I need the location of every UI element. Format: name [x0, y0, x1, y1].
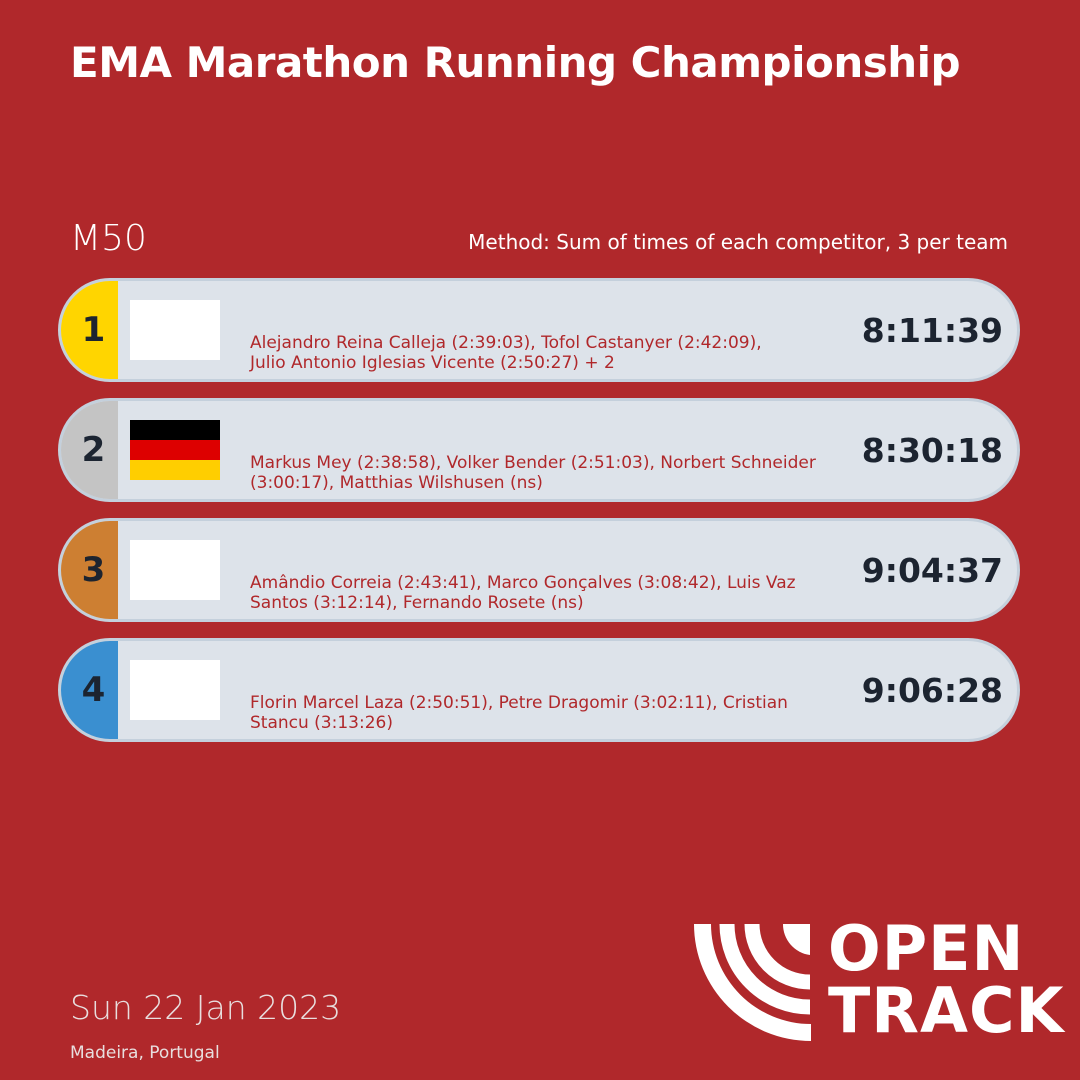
logo-line1: OPEN — [828, 912, 1025, 985]
event-date: Sun 22 Jan 2023 — [70, 988, 342, 1027]
team-time: 8:11:39 — [861, 311, 1003, 350]
result-row: 1 Alejandro Reina Calleja (2:39:03), Tof… — [58, 278, 1020, 382]
opentrack-logo-icon — [694, 924, 811, 1041]
result-row: 2 Markus Mey (2:38:58), Volker Bender (2… — [58, 398, 1020, 502]
team-time: 9:06:28 — [861, 671, 1003, 710]
germany-flag-icon — [130, 420, 220, 480]
result-row: 3 Amândio Correia (2:43:41), Marco Gonça… — [58, 518, 1020, 622]
team-members: Florin Marcel Laza (2:50:51), Petre Drag… — [250, 693, 870, 733]
page-title: EMA Marathon Running Championship — [70, 38, 961, 87]
team-members: Markus Mey (2:38:58), Volker Bender (2:5… — [250, 453, 870, 493]
category-label: M50 — [70, 218, 147, 259]
rank-badge: 2 — [61, 401, 118, 499]
team-members-line: Markus Mey (2:38:58), Volker Bender (2:5… — [250, 453, 816, 473]
flag-placeholder-icon — [130, 300, 220, 360]
rank-badge: 3 — [61, 521, 118, 619]
team-members-line: Alejandro Reina Calleja (2:39:03), Tofol… — [250, 333, 762, 353]
flag-placeholder-icon — [130, 540, 220, 600]
team-members-line: Santos (3:12:14), Fernando Rosete (ns) — [250, 593, 584, 613]
team-time: 8:30:18 — [861, 431, 1003, 470]
logo-line2: TRACK — [828, 974, 1065, 1047]
team-members: Amândio Correia (2:43:41), Marco Gonçalv… — [250, 573, 870, 613]
team-members-line: Amândio Correia (2:43:41), Marco Gonçalv… — [250, 573, 796, 593]
result-row: 4 Florin Marcel Laza (2:50:51), Petre Dr… — [58, 638, 1020, 742]
team-members-line: (3:00:17), Matthias Wilshusen (ns) — [250, 473, 543, 493]
team-members-line: Florin Marcel Laza (2:50:51), Petre Drag… — [250, 693, 788, 713]
method-text: Method: Sum of times of each competitor,… — [468, 230, 1008, 254]
event-location: Madeira, Portugal — [70, 1043, 220, 1063]
rank-badge: 4 — [61, 641, 118, 739]
opentrack-logo-text: OPEN TRACK — [828, 918, 1065, 1042]
team-members-line: Julio Antonio Iglesias Vicente (2:50:27)… — [250, 353, 615, 373]
team-members-line: Stancu (3:13:26) — [250, 713, 393, 733]
team-time: 9:04:37 — [861, 551, 1003, 590]
team-members: Alejandro Reina Calleja (2:39:03), Tofol… — [250, 333, 870, 373]
rank-badge: 1 — [61, 281, 118, 379]
flag-placeholder-icon — [130, 660, 220, 720]
